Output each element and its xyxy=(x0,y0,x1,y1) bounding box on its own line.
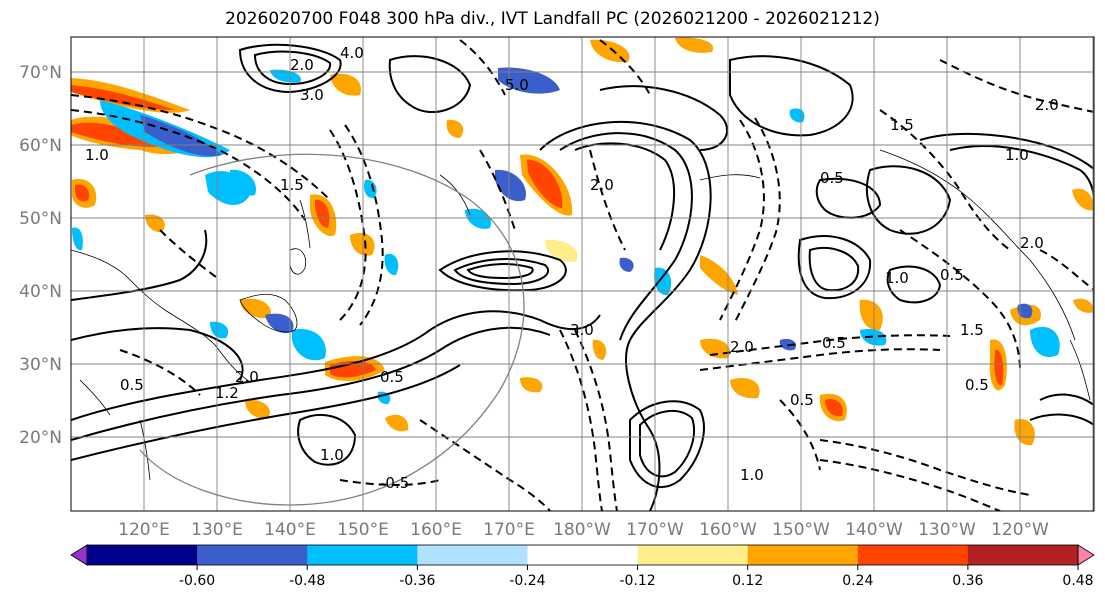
contour-label: 0.5 xyxy=(822,334,846,352)
lat-label-60: 60°N xyxy=(19,136,62,156)
lon-label: 170°E xyxy=(483,520,535,540)
contour-label: 1.5 xyxy=(960,321,984,339)
contour-label: 1.0 xyxy=(885,269,909,287)
contour-label: 1.2 xyxy=(215,384,239,402)
coastlines xyxy=(71,149,1091,481)
lon-label: 160°W xyxy=(699,520,757,540)
contour-label: 0.5 xyxy=(380,368,404,386)
lon-label: 140°E xyxy=(264,520,316,540)
colorbar-swatch xyxy=(307,545,418,565)
lat-label-40: 40°N xyxy=(19,282,62,302)
colorbar-tick-label: -0.36 xyxy=(399,573,435,589)
longitude-labels: 120°E 130°E 140°E 150°E 160°E 170°E 180°… xyxy=(118,520,1049,540)
contour-label: 2.0 xyxy=(1020,234,1044,252)
contour-label: 4.0 xyxy=(340,44,364,62)
graticule xyxy=(71,37,1094,511)
lon-label: 120°W xyxy=(991,520,1049,540)
colorbar-tick-label: -0.60 xyxy=(179,573,215,589)
contour-label: 3.0 xyxy=(570,321,594,339)
colorbar-tick-label: 0.24 xyxy=(842,573,873,589)
lat-label-30: 30°N xyxy=(19,355,62,375)
contour-labels: 4.0 2.0 3.0 5.0 1.0 1.5 0.5 -0.5 2.0 3.0… xyxy=(85,44,1059,492)
colorbar-swatch xyxy=(87,545,198,565)
colorbar-outline xyxy=(86,544,1079,566)
contour-label: 2.0 xyxy=(235,368,259,386)
colorbar-extend-max xyxy=(1077,544,1095,566)
lon-label: 150°W xyxy=(772,520,830,540)
lon-label: 150°E xyxy=(337,520,389,540)
contour-label: 1.0 xyxy=(740,466,764,484)
contour-label: 5.0 xyxy=(505,76,529,94)
lon-label: 120°E xyxy=(118,520,170,540)
colorbar xyxy=(70,544,1095,566)
contour-label: 0.5 xyxy=(820,169,844,187)
contour-label: 1.0 xyxy=(1005,146,1029,164)
colorbar-swatch xyxy=(967,545,1079,565)
lon-label: 130°W xyxy=(918,520,976,540)
great-circle-arc xyxy=(139,153,525,506)
contour-label: 0.5 xyxy=(965,376,989,394)
contour-label: 3.0 xyxy=(300,86,324,104)
map-title: 2026020700 F048 300 hPa div., IVT Landfa… xyxy=(225,9,880,29)
contour-label: 2.0 xyxy=(290,56,314,74)
negative-contours xyxy=(71,39,1094,511)
lat-label-50: 50°N xyxy=(19,209,62,229)
lon-label: 140°W xyxy=(845,520,903,540)
colorbar-tick-label: -0.12 xyxy=(619,573,655,589)
colorbar-swatch xyxy=(637,545,749,565)
lon-label: 170°W xyxy=(626,520,684,540)
colorbar-tick-label: 0.48 xyxy=(1062,573,1093,589)
contour-label: 0.5 xyxy=(120,376,144,394)
colorbar-tick-label: -0.24 xyxy=(509,573,545,589)
contour-label: 1.0 xyxy=(320,446,344,464)
lon-label: 130°E xyxy=(191,520,243,540)
contour-label: 1.0 xyxy=(85,146,109,164)
positive-contours xyxy=(71,43,1094,511)
colorbar-swatch xyxy=(747,545,859,565)
lon-label: 160°E xyxy=(410,520,462,540)
colorbar-swatch xyxy=(197,545,308,565)
map-frame xyxy=(70,36,1095,512)
colorbar-tick-label: 0.36 xyxy=(952,573,983,589)
contour-label: 2.0 xyxy=(730,338,754,356)
colorbar-extend-min xyxy=(70,544,88,566)
colorbar-swatch xyxy=(527,545,639,565)
contour-label: 2.0 xyxy=(1035,96,1059,114)
colorbar-tick-label: -0.48 xyxy=(289,573,325,589)
colorbar-ticks: -0.60 -0.48 -0.36 -0.24 -0.12 0.12 0.24 0.36 0.4… xyxy=(179,565,1094,589)
contour-label: 0.5 xyxy=(790,391,814,409)
colorbar-tick-label: 0.12 xyxy=(732,573,763,589)
contour-label: 1.5 xyxy=(890,116,914,134)
lat-label-70: 70°N xyxy=(19,63,62,83)
colorbar-swatch xyxy=(857,545,969,565)
contour-label: -0.5 xyxy=(380,474,409,492)
colorbar-swatch xyxy=(417,545,528,565)
contour-label: 1.5 xyxy=(280,176,304,194)
contour-label: 2.0 xyxy=(590,176,614,194)
contour-label: 0.5 xyxy=(940,266,964,284)
map-area xyxy=(71,37,1094,511)
lon-label: 180°W xyxy=(553,520,611,540)
lat-label-20: 20°N xyxy=(19,428,62,448)
latitude-labels: 70°N 60°N 50°N 40°N 30°N 20°N xyxy=(19,63,62,448)
